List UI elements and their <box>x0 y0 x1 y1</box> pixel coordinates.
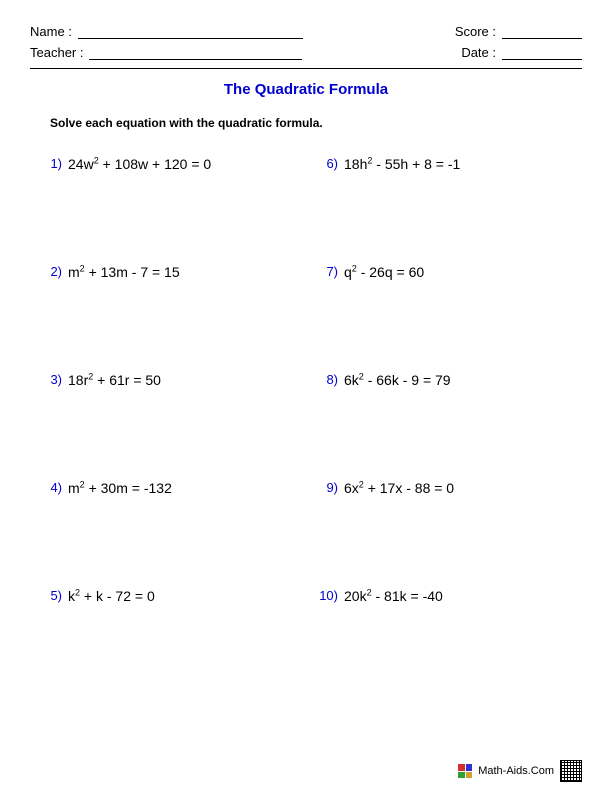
logo-icon <box>458 764 472 778</box>
problem-row: 10) 20k2 - 81k = -40 <box>314 588 582 696</box>
name-blank <box>78 25 303 39</box>
header-divider <box>30 68 582 69</box>
name-label: Name : <box>30 24 72 39</box>
footer-site: Math-Aids.Com <box>478 765 554 777</box>
problem-expression: 18r2 + 61r = 50 <box>68 372 161 388</box>
problem-number: 4) <box>38 480 68 495</box>
date-label: Date : <box>461 45 496 60</box>
right-column: 6) 18h2 - 55h + 8 = -1 7) q2 - 26q = 60 … <box>306 156 582 696</box>
qr-code-icon <box>560 760 582 782</box>
problem-number: 6) <box>314 156 344 171</box>
problem-row: 5) k2 + k - 72 = 0 <box>38 588 306 696</box>
problems-container: 1) 24w2 + 108w + 120 = 0 2) m2 + 13m - 7… <box>30 156 582 696</box>
instructions: Solve each equation with the quadratic f… <box>50 116 582 130</box>
problem-row: 7) q2 - 26q = 60 <box>314 264 582 372</box>
problem-expression: m2 + 13m - 7 = 15 <box>68 264 180 280</box>
problem-number: 8) <box>314 372 344 387</box>
problem-expression: k2 + k - 72 = 0 <box>68 588 155 604</box>
date-blank <box>502 46 582 60</box>
problem-number: 9) <box>314 480 344 495</box>
score-label: Score : <box>455 24 496 39</box>
problem-expression: 18h2 - 55h + 8 = -1 <box>344 156 460 172</box>
teacher-label: Teacher : <box>30 45 83 60</box>
problem-number: 2) <box>38 264 68 279</box>
problem-expression: m2 + 30m = -132 <box>68 480 172 496</box>
problem-row: 1) 24w2 + 108w + 120 = 0 <box>38 156 306 264</box>
problem-expression: 20k2 - 81k = -40 <box>344 588 443 604</box>
problem-expression: q2 - 26q = 60 <box>344 264 424 280</box>
problem-expression: 6x2 + 17x - 88 = 0 <box>344 480 454 496</box>
problem-row: 2) m2 + 13m - 7 = 15 <box>38 264 306 372</box>
problem-row: 9) 6x2 + 17x - 88 = 0 <box>314 480 582 588</box>
problem-row: 3) 18r2 + 61r = 50 <box>38 372 306 480</box>
teacher-blank <box>89 46 302 60</box>
worksheet-header: Name : Score : Teacher : Date : <box>30 24 582 60</box>
score-blank <box>502 25 582 39</box>
problem-expression: 24w2 + 108w + 120 = 0 <box>68 156 211 172</box>
problem-number: 5) <box>38 588 68 603</box>
problem-number: 10) <box>314 588 344 603</box>
problem-row: 8) 6k2 - 66k - 9 = 79 <box>314 372 582 480</box>
problem-expression: 6k2 - 66k - 9 = 79 <box>344 372 451 388</box>
problem-row: 4) m2 + 30m = -132 <box>38 480 306 588</box>
problem-number: 3) <box>38 372 68 387</box>
page-title: The Quadratic Formula <box>30 81 582 98</box>
problem-number: 1) <box>38 156 68 171</box>
problem-number: 7) <box>314 264 344 279</box>
left-column: 1) 24w2 + 108w + 120 = 0 2) m2 + 13m - 7… <box>30 156 306 696</box>
footer: Math-Aids.Com <box>458 760 582 782</box>
problem-row: 6) 18h2 - 55h + 8 = -1 <box>314 156 582 264</box>
